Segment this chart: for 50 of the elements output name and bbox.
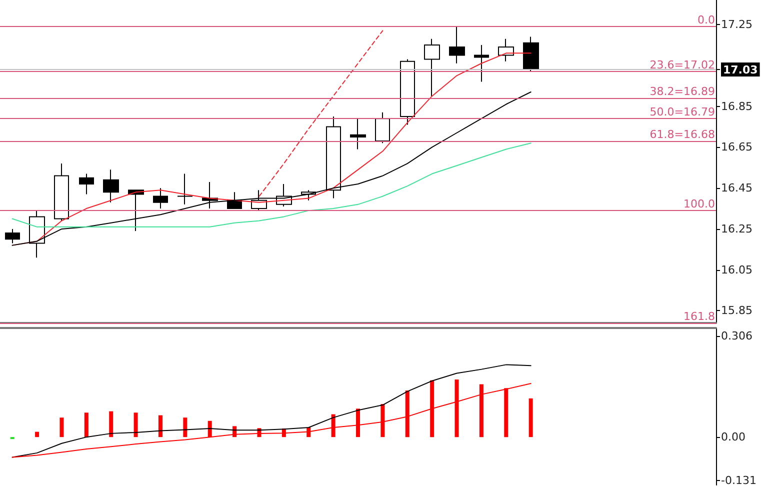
line-series <box>12 142 532 228</box>
candlestick <box>498 38 514 62</box>
ref-line-label: 61.8=16.68 <box>650 128 715 142</box>
line-series <box>258 30 384 197</box>
y-tick-label: 15.85 <box>721 304 752 318</box>
bar <box>504 388 508 438</box>
y-tick-label: 16.85 <box>721 100 752 113</box>
bar <box>158 415 162 438</box>
candlestick <box>326 116 341 199</box>
bar <box>528 398 533 438</box>
bar <box>35 432 40 438</box>
y-tick-label: 16.45 <box>721 182 752 195</box>
bar <box>183 418 188 438</box>
annotation: 0.0 <box>698 14 715 27</box>
bar <box>405 390 410 438</box>
y-tick-label: 16.65 <box>721 140 752 154</box>
bar <box>380 404 385 438</box>
bar <box>356 408 360 438</box>
candlestick <box>523 36 539 72</box>
ref-line-label: 38.2=16.89 <box>650 85 715 98</box>
line-series <box>12 364 532 458</box>
candlestick <box>474 44 489 82</box>
candlestick <box>350 118 366 150</box>
bar <box>134 412 138 438</box>
candlestick <box>177 173 193 205</box>
bar <box>109 411 114 438</box>
annotation: 161.8 <box>684 310 715 323</box>
candlestick <box>227 192 242 210</box>
y-tick-label: 16.25 <box>721 222 752 236</box>
ref-line-label: 23.6=17.02 <box>650 58 715 72</box>
y-tick-label: 0.306 <box>721 329 752 342</box>
bar <box>208 420 212 438</box>
candlestick <box>103 169 119 203</box>
ref-line-label: 50.0=16.79 <box>650 106 715 119</box>
candlestick <box>424 38 440 97</box>
candlestick <box>449 26 465 64</box>
candlestick <box>153 188 168 210</box>
line-series <box>12 383 532 458</box>
candlestick <box>79 173 94 195</box>
bar <box>84 412 88 438</box>
y-tick-label: 16.05 <box>721 263 752 276</box>
y-tick-label: 0.00 <box>721 430 746 444</box>
y-tick-label: 17.25 <box>721 18 752 32</box>
annotation: 100.0 <box>684 198 715 211</box>
y-tick-label: -0.131 <box>721 474 756 487</box>
candlestick <box>400 58 415 126</box>
candlestick <box>54 163 69 222</box>
bar <box>60 418 64 438</box>
candlestick <box>375 112 390 144</box>
y-tick-label: 17.03 <box>723 64 758 77</box>
